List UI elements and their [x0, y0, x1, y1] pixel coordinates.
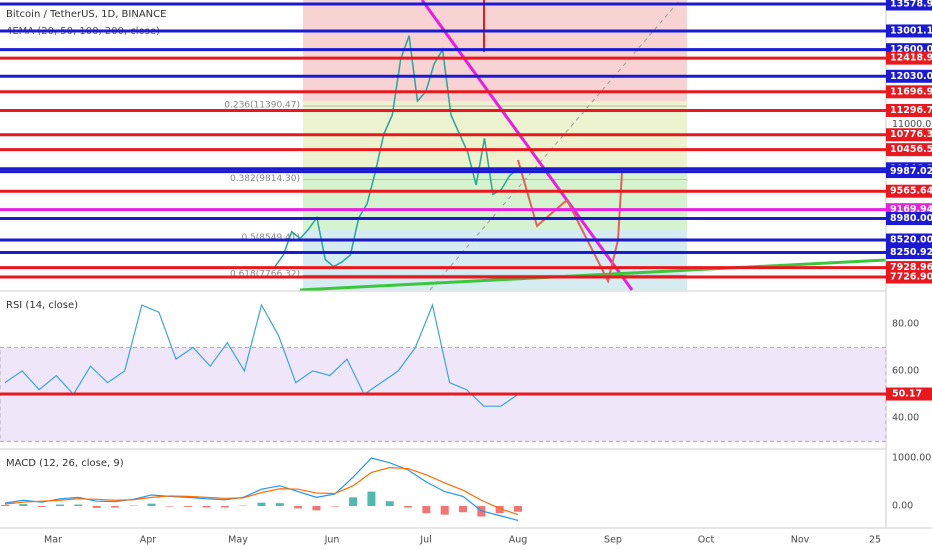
- level-label-bg: [886, 165, 932, 179]
- fib-label: 0.618(7766.32): [230, 270, 300, 280]
- signal-line: [4, 466, 519, 516]
- macd-tick-label: 0.00: [892, 501, 913, 512]
- x-tick-label: Jun: [324, 535, 340, 546]
- y-tick-label: 11000.00: [892, 119, 932, 130]
- level-label-bg: [886, 212, 932, 226]
- macd-histogram: [257, 502, 266, 507]
- macd-histogram: [220, 506, 229, 508]
- macd-histogram: [349, 497, 358, 507]
- macd-histogram: [110, 506, 119, 508]
- rsi-label: 50.17: [892, 389, 922, 400]
- level-label: 9169.94: [890, 204, 932, 215]
- x-tick-label: May: [228, 535, 248, 546]
- rsi-line: [4, 303, 519, 407]
- level-label: 7928.96: [890, 262, 932, 273]
- level-label-bg: [886, 128, 932, 142]
- level-label: 10776.30: [890, 129, 932, 140]
- level-label: 10456.56: [890, 144, 932, 155]
- macd-histogram: [385, 501, 394, 507]
- x-tick-label: Oct: [698, 535, 715, 546]
- macd-histogram: [74, 504, 83, 507]
- x-tick-label: Nov: [791, 535, 810, 546]
- macd-histogram: [1, 505, 9, 507]
- x-tick-label: Apr: [140, 535, 157, 546]
- level-label: 8520.00: [890, 234, 932, 245]
- macd-histogram: [495, 506, 504, 514]
- macd-histogram: [92, 506, 101, 508]
- level-label-bg: [886, 24, 932, 38]
- level-label: 11296.71: [890, 105, 932, 116]
- level-label: 13578.98: [890, 0, 932, 10]
- fib-label: 0.382(9814.30): [230, 174, 300, 184]
- level-label-bg: [886, 233, 932, 247]
- macd-histogram: [55, 504, 64, 507]
- macd-histogram: [367, 491, 376, 507]
- level-label-bg: [886, 51, 932, 65]
- macd-histogram: [294, 506, 303, 509]
- fib-label: 0.236(11390.47): [224, 101, 300, 111]
- macd-line: [4, 457, 519, 521]
- level-label: 9565.64: [890, 186, 932, 197]
- level-label-bg: [886, 103, 932, 117]
- rsi-label-bg: [886, 387, 932, 401]
- level-label-bg: [886, 85, 932, 99]
- support-line: [299, 258, 887, 292]
- fib-zone: [303, 171, 687, 230]
- x-tick-label: Sep: [604, 535, 622, 546]
- macd-histogram: [459, 506, 468, 513]
- rsi-tick-label: 40.00: [892, 412, 919, 423]
- level-label: 7726.90: [890, 271, 932, 282]
- rsi-title: RSI (14, close): [6, 300, 78, 311]
- level-label: 12600.02: [890, 44, 932, 55]
- symbol-title: Bitcoin / TetherUS, 1D, BINANCE: [6, 9, 166, 20]
- rsi-tick-label: 80.00: [892, 318, 919, 329]
- level-label: 9987.02: [890, 166, 932, 177]
- fib-label: 0.5(8549.41): [241, 233, 300, 243]
- level-label: 13001.13: [890, 25, 932, 36]
- macd-histogram: [312, 506, 321, 511]
- level-label-bg: [886, 246, 932, 260]
- level-label-bg: [886, 0, 932, 11]
- level-label: 12418.96: [890, 53, 932, 64]
- level-label: 12030.00: [890, 71, 932, 82]
- x-tick-label: Jul: [419, 535, 431, 546]
- macd-histogram: [147, 503, 156, 507]
- macd-histogram: [514, 506, 522, 512]
- macd-histogram: [184, 506, 193, 507]
- level-label-bg: [886, 184, 932, 198]
- macd-histogram: [19, 504, 28, 507]
- macd-histogram: [37, 506, 46, 507]
- macd-histogram: [440, 506, 449, 515]
- level-label: 8250.92: [890, 247, 932, 258]
- x-tick-label: Mar: [44, 535, 62, 546]
- x-tick-label: 25: [869, 535, 881, 546]
- level-label: 11696.99: [890, 86, 932, 97]
- level-label: 8980.00: [890, 213, 932, 224]
- macd-histogram: [275, 503, 284, 507]
- rsi-tick-label: 60.00: [892, 365, 919, 376]
- x-tick-label: Aug: [509, 535, 528, 546]
- macd-title: MACD (12, 26, close, 9): [6, 458, 124, 469]
- macd-histogram: [422, 506, 431, 514]
- level-label-bg: [886, 270, 932, 284]
- level-label-bg: [886, 69, 932, 83]
- macd-tick-label: 1000.00: [892, 453, 931, 464]
- macd-histogram: [202, 506, 211, 508]
- level-label-bg: [886, 143, 932, 157]
- macd-histogram: [404, 506, 413, 508]
